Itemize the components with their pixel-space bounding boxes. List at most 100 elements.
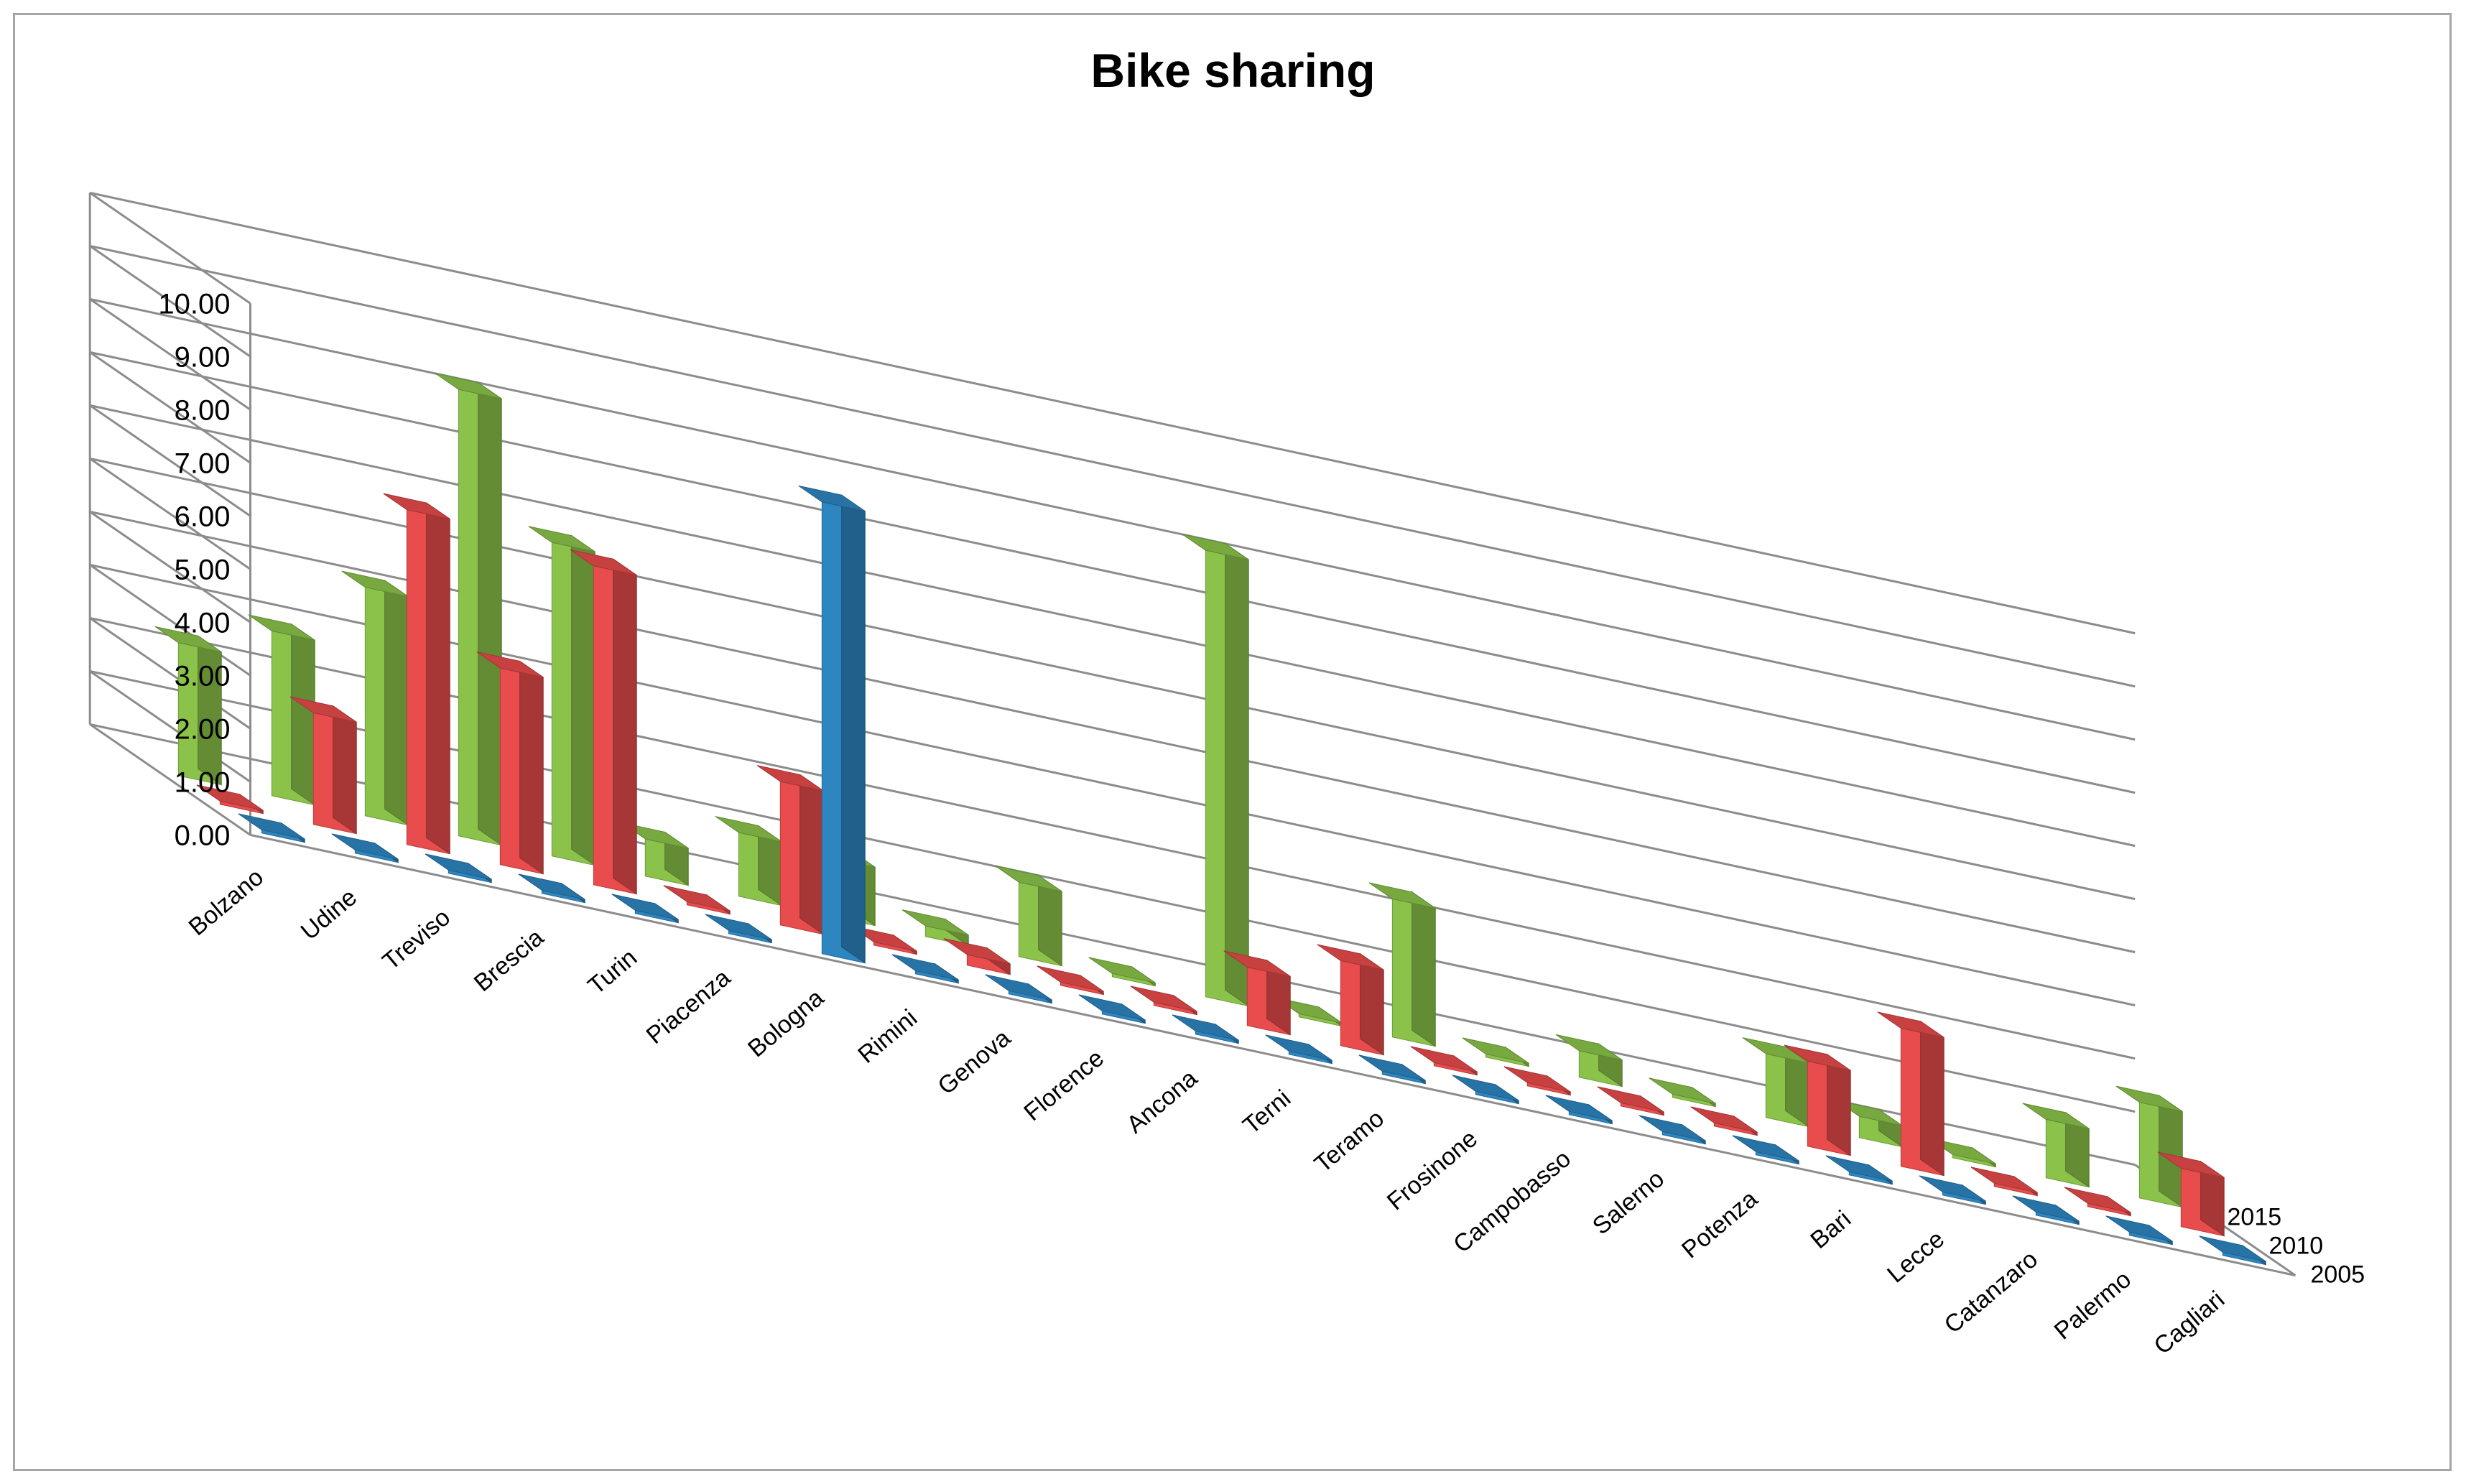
bar-2010-terni bbox=[1223, 950, 1291, 1036]
bar-2010-lecce bbox=[1877, 1011, 1944, 1177]
bar-2010-rimini bbox=[850, 925, 917, 955]
bar-2010-teramo bbox=[1317, 944, 1384, 1056]
bar-side-face bbox=[198, 635, 222, 786]
bar-2005-salerno bbox=[1638, 1115, 1706, 1145]
bar-top-face bbox=[238, 813, 305, 840]
bar-2005-bologna bbox=[798, 485, 866, 964]
bar-2010-bologna bbox=[756, 765, 824, 935]
bar-2015-cagliari bbox=[2115, 1085, 2183, 1208]
y-tick-label: 5.00 bbox=[175, 554, 231, 585]
bar-2005-bolzano bbox=[238, 813, 305, 843]
category-label: Bari bbox=[1805, 1205, 1856, 1254]
bar-2015-florence bbox=[995, 866, 1062, 967]
bar-top-face bbox=[1130, 986, 1197, 1012]
category-label: Ancona bbox=[1121, 1065, 1202, 1138]
bar-2015-ancona bbox=[1088, 957, 1156, 987]
bar-2015-bologna bbox=[715, 816, 782, 906]
category-label: Lecce bbox=[1882, 1225, 1950, 1288]
bar-2010-treviso bbox=[383, 493, 450, 855]
bar-2005-treviso bbox=[425, 853, 492, 884]
y-tick-label: 2.00 bbox=[175, 713, 231, 745]
bar-2005-brescia bbox=[518, 873, 585, 904]
bar-top-face bbox=[2199, 1235, 2266, 1262]
bar-2015-salerno bbox=[1555, 1034, 1623, 1088]
y-tick-label: 1.00 bbox=[175, 766, 231, 798]
bar-2010-florence bbox=[1037, 965, 1104, 996]
category-label: Teramo bbox=[1310, 1105, 1389, 1178]
bar-top-face bbox=[341, 570, 409, 597]
category-label: Treviso bbox=[377, 904, 455, 975]
bar-2015-teramo bbox=[1275, 997, 1343, 1027]
bar-2005-bari bbox=[1825, 1155, 1893, 1185]
bar-2015-treviso bbox=[341, 570, 409, 826]
bar-side-face bbox=[478, 381, 502, 846]
category-label: Palermo bbox=[2049, 1266, 2136, 1345]
category-label: Piacenza bbox=[641, 964, 736, 1049]
bar-top-face bbox=[1037, 965, 1104, 992]
bar-side-face bbox=[841, 494, 866, 964]
bar-top-face bbox=[1182, 534, 1249, 560]
bar-2010-piacenza bbox=[663, 885, 731, 915]
bar-top-face bbox=[1223, 950, 1291, 977]
category-label: Genova bbox=[932, 1024, 1016, 1100]
bar-2010-potenza bbox=[1690, 1106, 1758, 1136]
bar-2015-terni bbox=[1182, 534, 1249, 1007]
category-label: Terni bbox=[1238, 1085, 1296, 1139]
bar-top-face bbox=[383, 493, 450, 519]
bar-2015-bari bbox=[1742, 1037, 1809, 1128]
bar-top-face bbox=[798, 485, 866, 512]
bar-top-face bbox=[1358, 1054, 1426, 1081]
category-label: Bolzano bbox=[184, 863, 269, 941]
bar-top-face bbox=[331, 833, 399, 860]
bar-2005-campobasso bbox=[1545, 1095, 1613, 1125]
bar-2015-genova bbox=[901, 909, 969, 947]
bar-side-face bbox=[2159, 1095, 2183, 1208]
bar-2010-palermo bbox=[2064, 1187, 2131, 1217]
bar-2010-turin bbox=[570, 549, 637, 895]
bar-top-face bbox=[891, 954, 959, 980]
bar-top-face bbox=[1732, 1135, 1799, 1161]
bar-side-face bbox=[1412, 891, 1436, 1047]
y-tick-label: 9.00 bbox=[175, 341, 231, 373]
bar-top-face bbox=[2105, 1215, 2173, 1242]
bar-2010-ancona bbox=[1130, 986, 1197, 1016]
bar-top-face bbox=[1555, 1034, 1623, 1061]
bar-2005-catanzaro bbox=[2012, 1195, 2080, 1225]
bar-2010-campobasso bbox=[1503, 1066, 1571, 1096]
bar-2015-brescia bbox=[435, 373, 502, 846]
category-label: Salerno bbox=[1587, 1165, 1669, 1240]
gridline bbox=[89, 191, 2136, 635]
bar-side-face bbox=[291, 623, 315, 806]
bar-top-face bbox=[2012, 1195, 2080, 1222]
bar-side-face bbox=[426, 502, 450, 855]
bar-side-face bbox=[333, 705, 357, 835]
bar-2005-potenza bbox=[1732, 1135, 1799, 1165]
bar-side-face bbox=[384, 580, 409, 826]
y-tick-label: 10.00 bbox=[158, 288, 230, 320]
category-label: Turin bbox=[583, 944, 642, 1000]
bar-top-face bbox=[985, 974, 1052, 1001]
bar-top-face bbox=[1368, 882, 1436, 909]
bar-top-face bbox=[2157, 1151, 2225, 1178]
bar-side-face bbox=[799, 774, 824, 935]
bar-2010-brescia bbox=[476, 651, 544, 875]
bars-group bbox=[154, 373, 2266, 1266]
bar-top-face bbox=[901, 909, 969, 936]
bar-top-face bbox=[1452, 1075, 1519, 1101]
category-label: Potenza bbox=[1677, 1185, 1763, 1263]
bar-top-face bbox=[1462, 1037, 1529, 1064]
bar-side-face bbox=[613, 558, 637, 895]
bar-top-face bbox=[528, 526, 595, 552]
category-label: Brescia bbox=[469, 924, 549, 997]
series-label: 2015 bbox=[2228, 1204, 2282, 1231]
bar-2015-udine bbox=[248, 614, 315, 806]
bar-top-face bbox=[2115, 1085, 2183, 1112]
bar-2010-cagliari bbox=[2157, 1151, 2225, 1237]
bar-2010-catanzaro bbox=[1970, 1167, 2038, 1197]
chart-title: Bike sharing bbox=[1090, 44, 1376, 97]
x-axis-line bbox=[250, 833, 2296, 1277]
bar-2010-salerno bbox=[1597, 1086, 1664, 1116]
series-label: 2005 bbox=[2311, 1261, 2365, 1289]
category-label: Udine bbox=[296, 884, 362, 945]
y-tick-label: 6.00 bbox=[175, 501, 231, 532]
